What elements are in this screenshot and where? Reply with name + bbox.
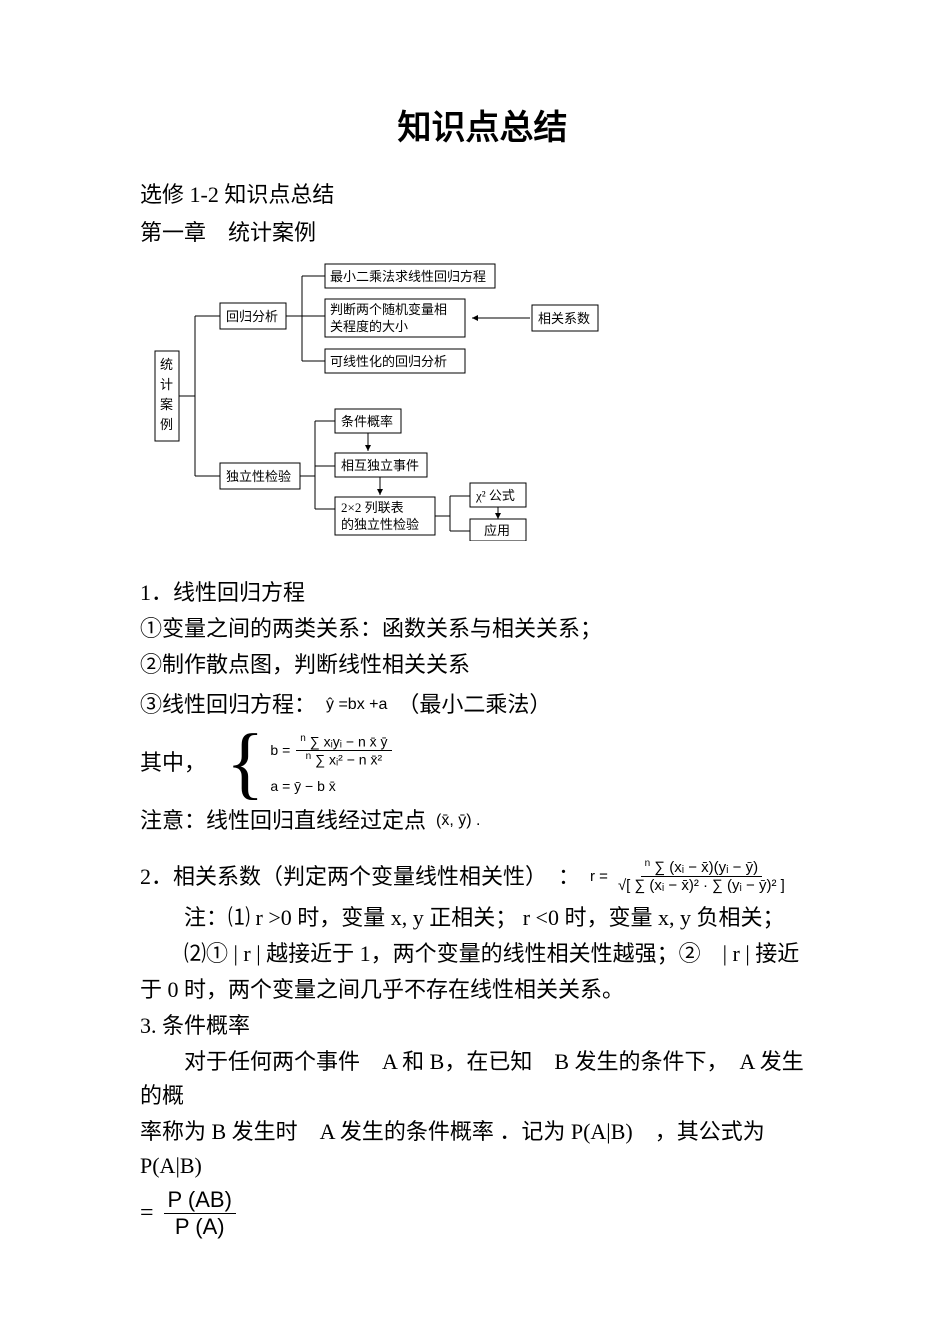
svg-text:计: 计 [160,377,173,392]
svg-text:案: 案 [160,397,173,412]
diagram-xianghu: 相互独立事件 [341,458,419,473]
sec2-heading: 2．相关系数（判定两个变量线性相关性） ： [140,860,580,894]
sec3-eq-den: P (A) [171,1214,229,1240]
sec1-brace-block: { b = n ∑ xᵢyᵢ − n x̄ ȳ n ∑ xᵢ² − n x̄² [226,728,392,798]
diagram-kexianxing: 可线性化的回归分析 [330,354,447,369]
sum-sup-1: n [300,733,306,744]
diagram-2x2-1: 2×2 列联表 [341,500,404,515]
diagram-xiangguan: 相关系数 [538,311,590,326]
sec1-b-den: ∑ xᵢ² − n x̄² [315,752,382,768]
stat-case-diagram: .bx { fill:#ffffff; stroke:#000000; stro… [150,261,825,546]
diagram-2x2-2: 的独立性检验 [341,517,419,532]
diagram-svg: .bx { fill:#ffffff; stroke:#000000; stro… [150,261,670,541]
sec3-eq-prefix: = [140,1195,154,1232]
sec1-note-point: (x̄, ȳ) . [436,812,480,830]
page-title: 知识点总结 [140,100,825,149]
svg-text:例: 例 [160,417,173,432]
sec1-a-formula: a = ȳ − b x̄ [270,778,391,794]
sec1-line3c: （最小二乘法） [397,688,551,722]
sec1-heading: 1．线性回归方程 [140,576,825,610]
sec1-b-num: ∑ xᵢyᵢ − n x̄ ȳ [310,734,388,750]
sec3-heading: 3. 条件概率 [140,1009,825,1043]
sec2-r-prefix: r = [590,868,608,885]
subtitle-2: 第一章 统计案例 [140,215,825,247]
diagram-duli: 独立性检验 [226,469,291,484]
diagram-zuixiao: 最小二乘法求线性回归方程 [330,269,486,284]
sec1-b-prefix: b = [270,742,290,758]
sec3-para1: 对于任何两个事件 A 和 B，在已知 B 发生的条件下， A 发生的概 [140,1045,825,1113]
subtitle-1: 选修 1-2 知识点总结 [140,177,825,209]
diagram-root: 统 [160,357,173,372]
sec1-qizhong: 其中， [140,746,206,780]
diagram-huigui: 回归分析 [226,309,278,324]
sum-sup-3: n [645,858,651,869]
sec2-note3: 于 0 时，两个变量之间几乎不存在线性相关关系。 [140,973,825,1007]
sec1-line1: ①变量之间的两类关系：函数关系与相关关系； [140,612,825,646]
sec2-r-num: ∑ (xᵢ − x̄)(yᵢ − ȳ) [654,859,758,876]
diagram-panduan-2: 关程度的大小 [330,319,408,334]
sec2-note2: ⑵① | r | 越接近于 1，两个变量的线性相关性越强；② | r | 接近 [184,937,825,971]
sec3-eq-num: P (AB) [164,1187,236,1214]
sec1-line3a: ③线性回归方程： [140,688,316,722]
sec1-yhat-formula: ŷ =bx +a [326,696,387,714]
sec3-para2: 率称为 B 发生时 A 发生的条件概率 ．记为 P(A|B) ，其公式为 P(A… [140,1115,825,1183]
sec2-r-den: √[ ∑ (xᵢ − x̄)² · ∑ (yᵢ − ȳ)² ] [614,877,789,894]
sec2-note1: 注：⑴ r >0 时，变量 x, y 正相关； r <0 时，变量 x, y 负… [184,901,825,935]
sec1-line2: ②制作散点图，判断线性相关关系 [140,648,825,682]
sec1-note: 注意：线性回归直线经过定点 [140,804,426,838]
diagram-yingyong: 应用 [484,523,510,538]
diagram-chi2: χ² 公式 [475,488,515,503]
diagram-panduan-1: 判断两个随机变量相 [330,302,447,317]
sum-sup-2: n [306,751,312,762]
diagram-tiaojian: 条件概率 [341,414,393,429]
